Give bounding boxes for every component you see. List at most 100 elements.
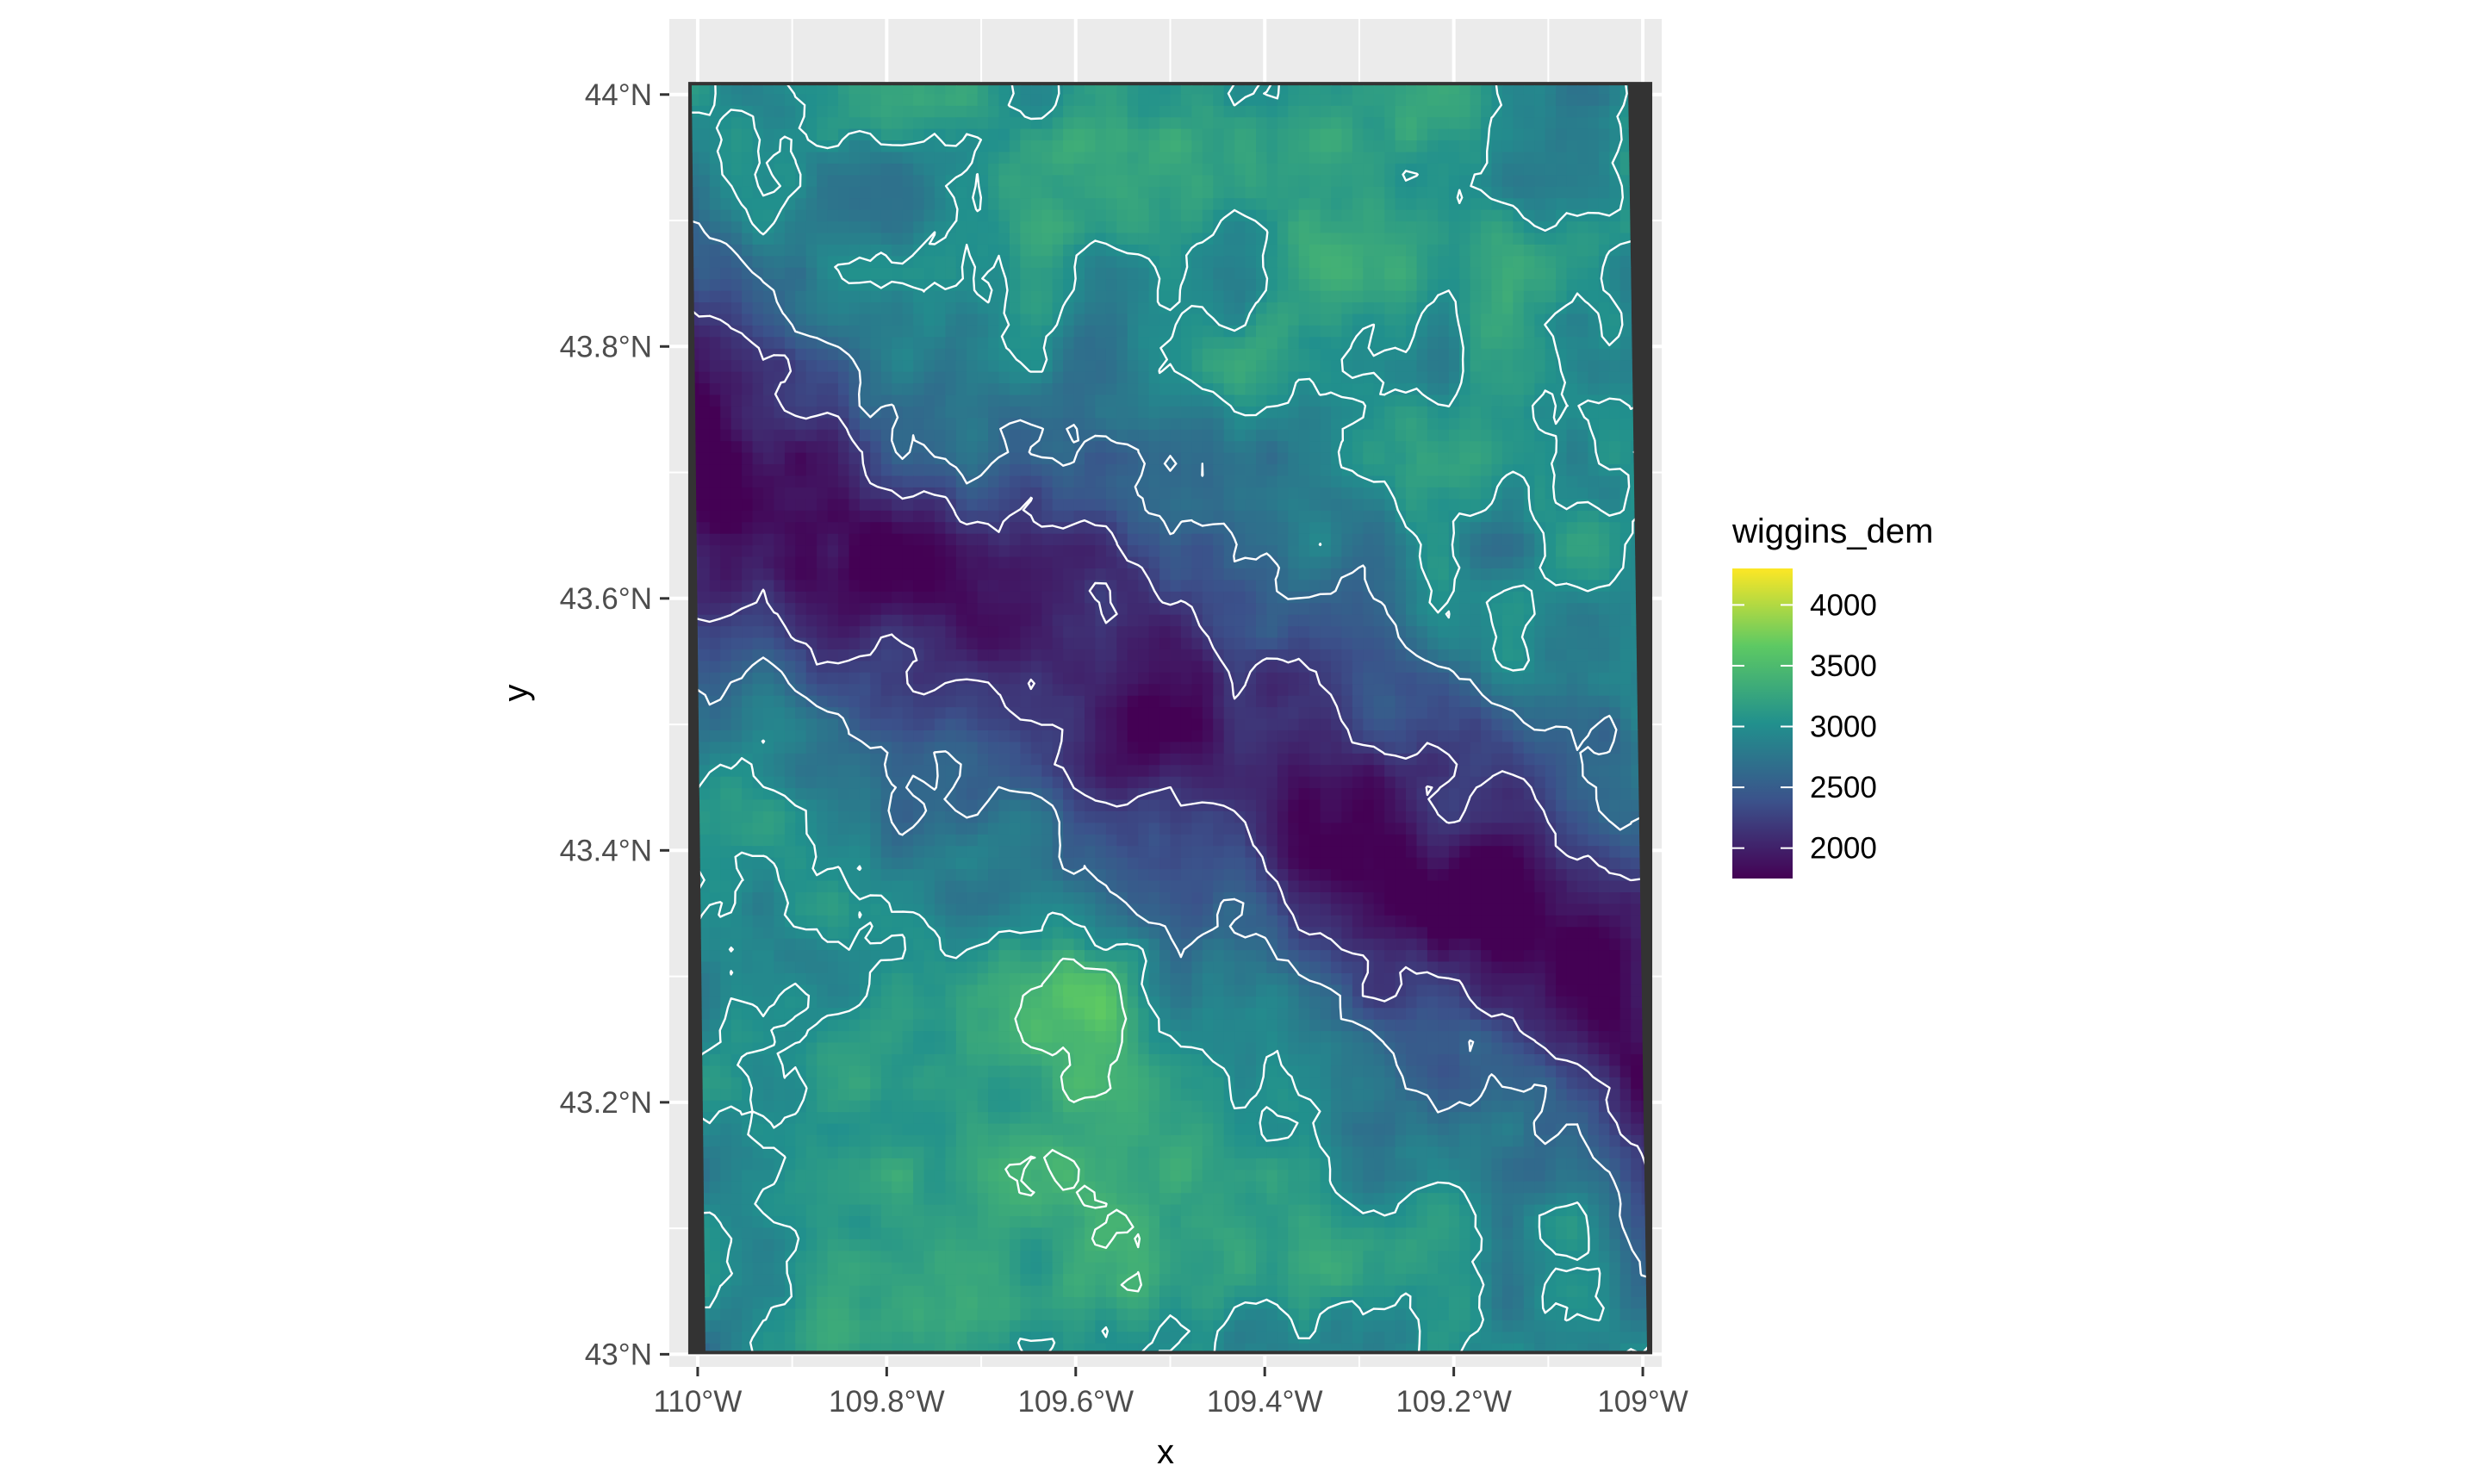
raster-cell xyxy=(1609,846,1620,858)
raster-cell xyxy=(1396,718,1407,730)
raster-cell xyxy=(956,961,967,973)
raster-cell xyxy=(1159,834,1171,846)
raster-cell xyxy=(720,776,731,788)
raster-cell xyxy=(828,949,839,961)
raster-cell xyxy=(860,857,871,869)
raster-cell xyxy=(849,1042,861,1054)
raster-cell xyxy=(817,1239,828,1251)
raster-cell xyxy=(1074,1042,1085,1054)
raster-cell xyxy=(806,1332,817,1344)
raster-cell xyxy=(1191,787,1203,799)
raster-cell xyxy=(1502,915,1514,927)
raster-cell xyxy=(1438,1204,1449,1216)
raster-cell xyxy=(999,799,1010,811)
raster-cell xyxy=(1492,834,1503,846)
raster-cell xyxy=(860,880,871,892)
raster-cell xyxy=(1502,742,1514,754)
raster-cell xyxy=(1577,1042,1588,1054)
raster-cell xyxy=(1545,868,1557,880)
raster-cell xyxy=(1203,753,1214,765)
raster-cell xyxy=(1063,730,1074,742)
raster-cell xyxy=(1492,972,1503,984)
raster-cell xyxy=(1138,730,1149,742)
raster-cell xyxy=(978,1146,989,1158)
raster-cell xyxy=(1203,915,1214,927)
raster-cell xyxy=(967,880,978,892)
raster-cell xyxy=(870,1123,881,1135)
raster-cell xyxy=(1031,1227,1042,1239)
raster-cell xyxy=(1567,1100,1578,1112)
raster-cell xyxy=(1492,1042,1503,1054)
raster-cell xyxy=(913,1146,924,1158)
raster-cell xyxy=(1116,927,1128,939)
raster-cell xyxy=(1010,799,1021,811)
raster-cell xyxy=(1010,1319,1021,1332)
raster-cell xyxy=(860,1319,871,1332)
raster-cell xyxy=(956,868,967,880)
raster-cell xyxy=(1234,1042,1246,1054)
raster-cell xyxy=(1299,776,1310,788)
raster-cell xyxy=(1341,938,1352,950)
raster-cell xyxy=(1599,868,1610,880)
raster-cell xyxy=(1128,1181,1139,1193)
raster-cell xyxy=(1481,1158,1492,1170)
raster-cell xyxy=(1567,823,1578,835)
raster-cell xyxy=(988,799,999,811)
raster-cell xyxy=(1352,730,1364,742)
raster-cell xyxy=(710,776,721,788)
raster-cell xyxy=(1149,1030,1160,1042)
raster-cell xyxy=(1609,834,1620,846)
raster-cell xyxy=(1288,1239,1299,1251)
raster-cell xyxy=(978,1319,989,1332)
raster-cell xyxy=(913,1170,924,1182)
raster-cell xyxy=(988,1181,999,1193)
raster-cell xyxy=(1321,1239,1332,1251)
raster-cell xyxy=(1138,846,1149,858)
raster-cell xyxy=(1266,972,1278,984)
raster-cell xyxy=(1266,857,1278,869)
raster-cell xyxy=(1427,1239,1439,1251)
raster-cell xyxy=(860,776,871,788)
raster-cell xyxy=(1481,1100,1492,1112)
raster-cell xyxy=(1234,972,1246,984)
raster-cell xyxy=(1352,1077,1364,1089)
raster-cell xyxy=(1095,1100,1106,1112)
raster-cell xyxy=(956,1308,967,1320)
raster-cell xyxy=(1116,823,1128,835)
raster-cell xyxy=(1213,1053,1224,1065)
raster-cell xyxy=(967,1042,978,1054)
raster-cell xyxy=(1502,1042,1514,1054)
raster-cell xyxy=(1599,949,1610,961)
raster-cell xyxy=(1588,880,1599,892)
raster-cell xyxy=(1363,903,1374,916)
raster-cell xyxy=(978,915,989,927)
raster-cell xyxy=(795,868,806,880)
raster-cell xyxy=(1191,1111,1203,1123)
raster-cell xyxy=(935,903,946,916)
raster-cell xyxy=(1396,1308,1407,1320)
raster-cell xyxy=(720,1181,731,1193)
raster-cell xyxy=(903,1181,914,1193)
raster-cell xyxy=(1396,915,1407,927)
raster-cell xyxy=(1492,730,1503,742)
raster-cell xyxy=(742,1308,753,1320)
raster-cell xyxy=(763,1170,774,1182)
raster-cell xyxy=(1288,1042,1299,1054)
raster-cell xyxy=(710,949,721,961)
raster-cell xyxy=(1106,1296,1117,1308)
raster-cell xyxy=(1299,799,1310,811)
raster-cell xyxy=(753,1123,764,1135)
raster-cell xyxy=(1492,742,1503,754)
raster-cell xyxy=(1256,742,1267,754)
raster-cell xyxy=(1406,1134,1417,1146)
raster-cell xyxy=(1481,787,1492,799)
raster-cell xyxy=(753,1239,764,1251)
raster-cell xyxy=(838,1262,849,1274)
raster-cell xyxy=(1191,765,1203,777)
raster-cell xyxy=(763,1053,774,1065)
raster-cell xyxy=(1352,1239,1364,1251)
raster-cell xyxy=(1609,1146,1620,1158)
raster-cell xyxy=(1213,1158,1224,1170)
raster-cell xyxy=(1171,1146,1182,1158)
raster-cell xyxy=(1374,1227,1385,1239)
